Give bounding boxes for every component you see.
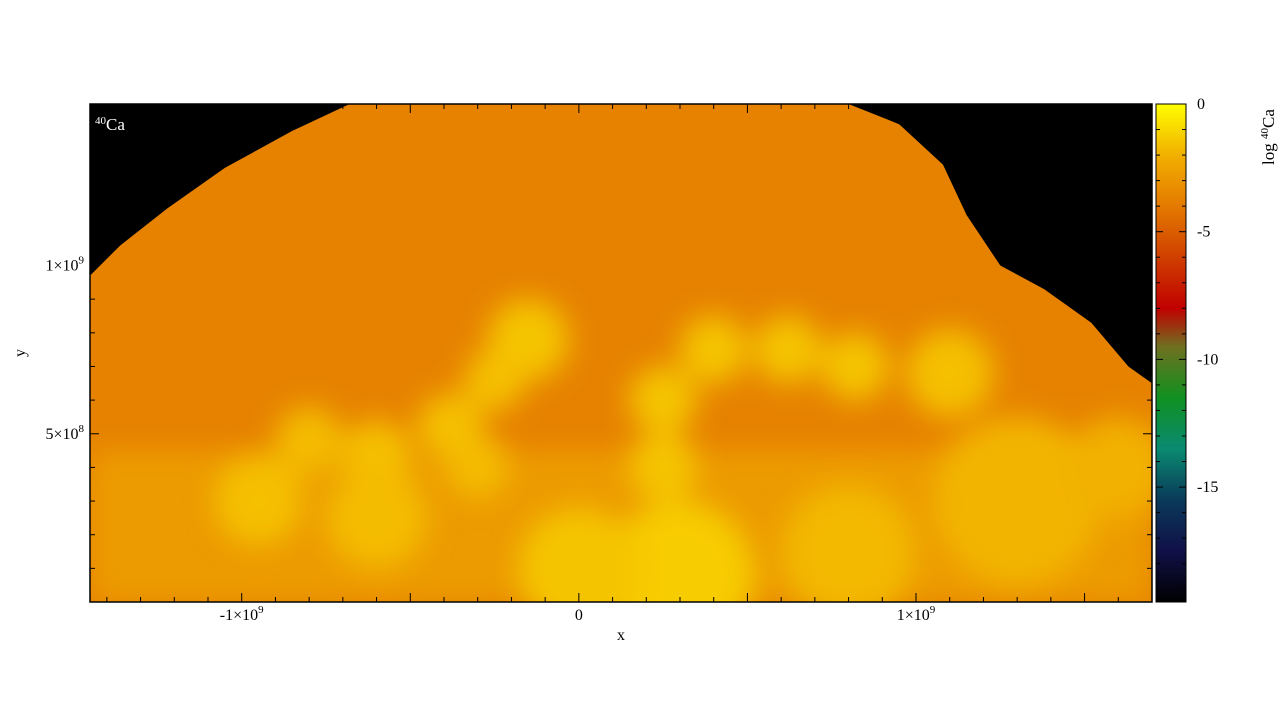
plume bbox=[905, 329, 994, 418]
plume bbox=[821, 332, 890, 401]
colorbar-tick-label: -15 bbox=[1197, 479, 1218, 496]
plume bbox=[932, 416, 1102, 586]
x-axis-title: x bbox=[617, 627, 625, 644]
plume bbox=[518, 507, 640, 602]
x-tick-label: 0 bbox=[575, 607, 583, 624]
colorbar-gradient bbox=[1155, 103, 1187, 603]
plume bbox=[464, 349, 525, 411]
colorbar-ticks: 0 -5 -10 -15 bbox=[1156, 96, 1218, 590]
plume bbox=[1067, 416, 1152, 518]
colorbar-title-isotope: 40 bbox=[1259, 127, 1271, 139]
plume bbox=[629, 366, 697, 434]
y-tick-labels: 5×108 1×109 bbox=[45, 255, 84, 443]
x-tick-label: -1×109 bbox=[220, 604, 264, 624]
y-axis-title: y bbox=[12, 349, 29, 357]
panel-label: 40Ca bbox=[95, 115, 125, 134]
x-tick-labels: -1×109 0 1×109 bbox=[220, 604, 936, 624]
x-minor-ticks bbox=[106, 104, 1153, 602]
colorbar-title-element: Ca bbox=[1259, 109, 1278, 128]
colorbar-tick-label: -10 bbox=[1197, 351, 1218, 368]
plume bbox=[781, 484, 916, 602]
panel-label-isotope: 40 bbox=[95, 115, 107, 127]
plume bbox=[275, 406, 343, 475]
plume-group bbox=[214, 299, 1152, 602]
plume bbox=[605, 500, 755, 602]
colorbar: 0 -5 -10 -15 log 40Ca bbox=[1155, 96, 1278, 603]
plume bbox=[326, 467, 428, 569]
colorbar-title-prefix: log bbox=[1259, 139, 1278, 165]
plume bbox=[629, 433, 697, 502]
plume bbox=[447, 437, 509, 498]
colorbar-tick-label: 0 bbox=[1197, 96, 1205, 113]
panel-label-element: Ca bbox=[106, 115, 125, 134]
plume bbox=[680, 315, 748, 384]
y-tick-label: 1×109 bbox=[45, 255, 84, 275]
plume bbox=[754, 315, 822, 384]
colorbar-tick-label: -5 bbox=[1197, 224, 1210, 241]
abundance-field bbox=[90, 104, 1152, 602]
plume bbox=[214, 457, 303, 545]
colorbar-title: log 40Ca bbox=[1259, 109, 1278, 165]
x-tick-label: 1×109 bbox=[897, 604, 936, 624]
plot-frame bbox=[89, 103, 1153, 603]
plot-area: -1×109 0 1×109 5×108 1×109 40Ca bbox=[45, 103, 1153, 624]
y-tick-label: 5×108 bbox=[45, 423, 84, 443]
y-minor-ticks bbox=[90, 130, 1152, 569]
